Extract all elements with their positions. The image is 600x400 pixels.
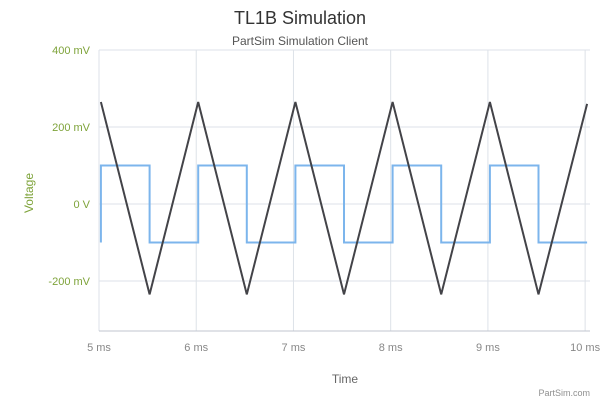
credits-link[interactable]: PartSim.com [538, 388, 590, 398]
x-tick-label: 9 ms [476, 342, 500, 354]
chart-subtitle: PartSim Simulation Client [232, 34, 369, 48]
x-tick-label: 6 ms [184, 342, 208, 354]
series-layer [99, 101, 589, 295]
y-tick-label: 400 mV [52, 45, 91, 57]
x-tick-label: 8 ms [379, 342, 403, 354]
y-tick-label: 200 mV [52, 122, 91, 134]
series-line-1[interactable] [99, 164, 588, 244]
y-axis-label: Voltage [22, 173, 36, 213]
x-axis-label: Time [332, 372, 359, 386]
chart-title: TL1B Simulation [234, 8, 366, 28]
y-tick-label: 0 V [73, 199, 90, 211]
series-line-2[interactable] [99, 101, 589, 295]
x-tick-label: 5 ms [87, 342, 111, 354]
x-tick-label: 7 ms [282, 342, 306, 354]
x-tick-label: 10 ms [570, 342, 600, 354]
tick-layer: 400 mV 200 mV 0 V -200 mV 5 ms 6 ms 7 ms 8 ms 9 … [48, 45, 600, 354]
y-tick-label: -200 mV [48, 276, 90, 288]
